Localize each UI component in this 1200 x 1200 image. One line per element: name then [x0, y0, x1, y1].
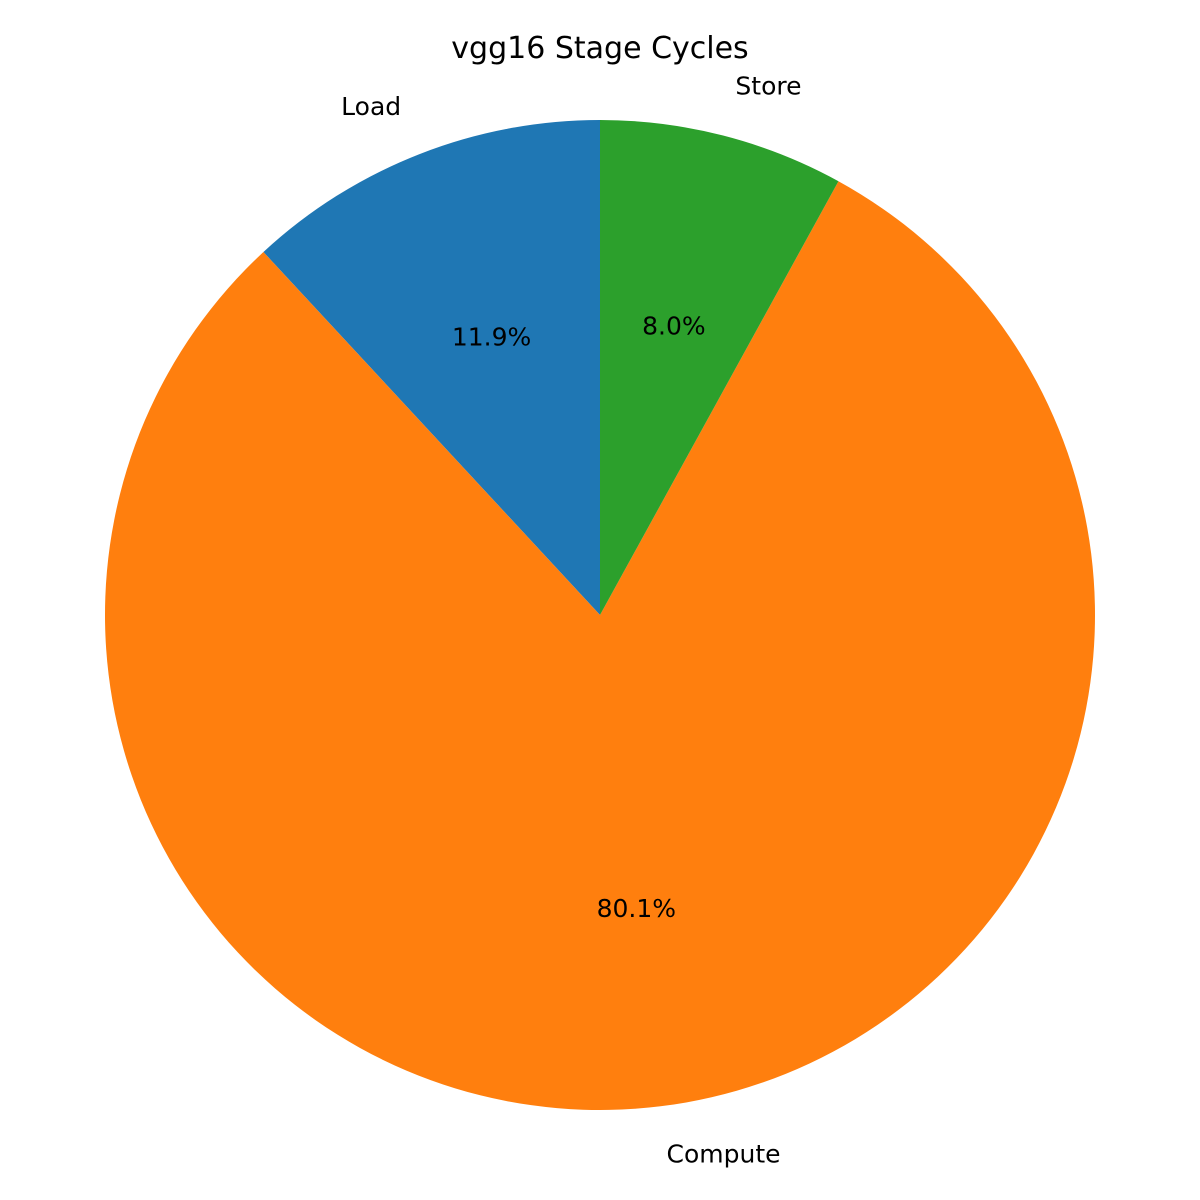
slice-label-load: Load	[341, 92, 401, 121]
pie-slice-store	[600, 120, 839, 615]
chart-title: vgg16 Stage Cycles	[451, 31, 748, 66]
slice-percent-store: 8.0%	[642, 311, 706, 340]
pie-slice-load	[263, 120, 600, 615]
slice-label-store: Store	[735, 72, 801, 101]
slice-percent-compute: 80.1%	[597, 894, 676, 923]
slice-label-compute: Compute	[667, 1139, 781, 1168]
pie-labels: Load 11.9% Compute 80.1% Store 8.0%	[341, 72, 801, 1169]
pie-slice-compute	[104, 181, 1096, 1111]
slice-percent-load: 11.9%	[452, 323, 531, 352]
pie-slices	[104, 120, 1096, 1111]
